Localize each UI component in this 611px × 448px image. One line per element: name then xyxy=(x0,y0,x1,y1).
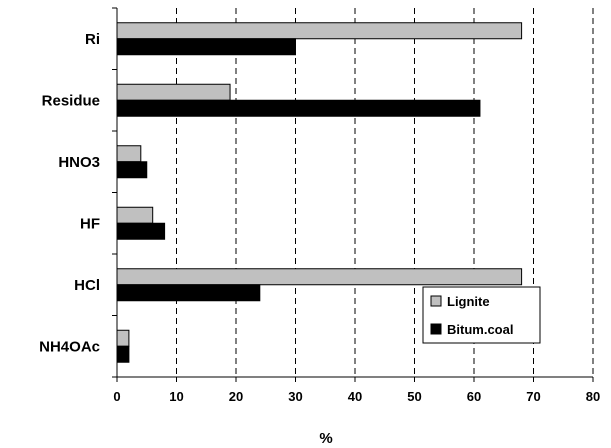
bar-bitum-coal-hno3 xyxy=(116,161,148,179)
y-tick-label-nh4oac: NH4OAc xyxy=(39,338,100,355)
bar-bitum-coal-nh4oac xyxy=(116,345,130,363)
bar-lignite-hno3 xyxy=(116,145,142,163)
bar-lignite-ri xyxy=(116,22,523,40)
y-tick-label-hno3: HNO3 xyxy=(58,154,100,171)
bar-bitum-coal-hcl xyxy=(116,284,261,302)
y-tick-label-ri: Ri xyxy=(85,31,100,48)
x-tick-label-70: 70 xyxy=(526,389,540,404)
legend-swatch-bitum-coal xyxy=(430,323,442,335)
x-tick-label-60: 60 xyxy=(467,389,481,404)
x-tick-label-40: 40 xyxy=(348,389,362,404)
legend-swatch-lignite xyxy=(430,295,442,307)
y-tick-label-hcl: HCl xyxy=(74,277,100,294)
legend-box xyxy=(422,286,541,344)
legend: Lignite Bitum.coal xyxy=(422,286,541,344)
bar-bitum-coal-ri xyxy=(116,38,296,56)
bar-lignite-hcl xyxy=(116,268,523,286)
x-tick-label-10: 10 xyxy=(169,389,183,404)
grid-lines xyxy=(176,8,594,377)
x-tick-label-80: 80 xyxy=(586,389,600,404)
bar-lignite-hf xyxy=(116,206,154,224)
x-axis-title: % xyxy=(319,430,332,447)
x-tick-label-20: 20 xyxy=(229,389,243,404)
x-tick-label-50: 50 xyxy=(407,389,421,404)
axis-labels: 0 10 20 30 40 50 60 70 80 Ri Residue HNO3 HF HCl NH4OA… xyxy=(39,7,600,404)
y-tick-label-residue: Residue xyxy=(42,92,100,109)
bar-lignite-nh4oac xyxy=(116,329,130,347)
x-tick-label-0: 0 xyxy=(113,389,120,404)
bar-bitum-coal-hf xyxy=(116,222,166,240)
x-tick-label-30: 30 xyxy=(288,389,302,404)
legend-label-bitum-coal: Bitum.coal xyxy=(447,322,513,337)
legend-label-lignite: Lignite xyxy=(447,294,490,309)
bar-lignite-residue xyxy=(116,83,231,101)
bars xyxy=(116,22,523,363)
bar-bitum-coal-residue xyxy=(116,99,481,117)
y-tick-label-hf: HF xyxy=(80,215,100,232)
